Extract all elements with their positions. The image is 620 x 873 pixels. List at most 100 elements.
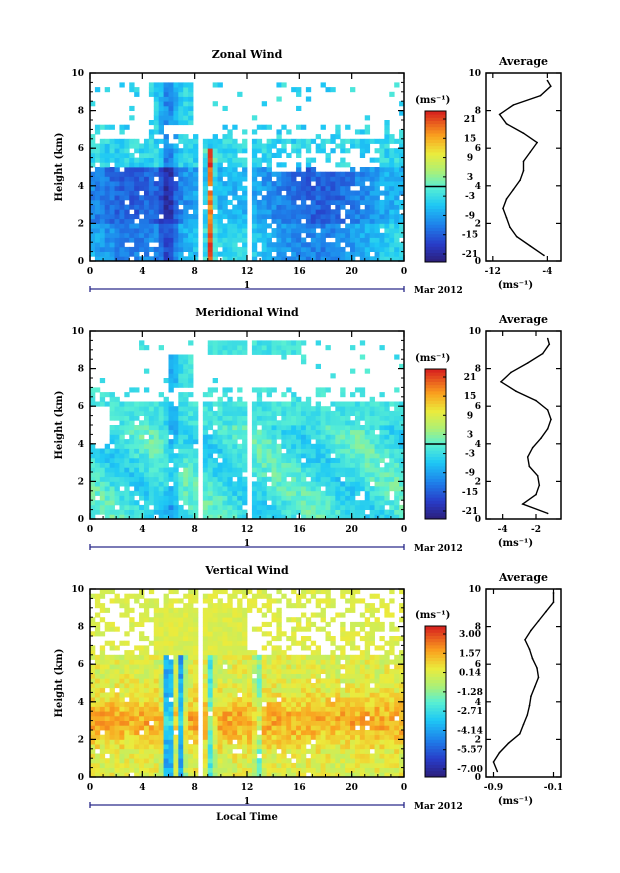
heatmap-cell [330, 472, 336, 478]
heatmap-cell [374, 406, 380, 412]
heatmap-cell [173, 359, 179, 365]
heatmap-cell [276, 204, 282, 210]
heatmap-cell [114, 626, 120, 632]
heatmap-cell [217, 218, 223, 224]
heatmap-cell [222, 744, 228, 750]
heatmap-cell [364, 504, 371, 510]
heatmap-cell [99, 481, 106, 487]
heatmap-cell [315, 467, 321, 473]
heatmap-cell [310, 481, 317, 487]
heatmap-cell [193, 598, 199, 604]
heatmap-cell [188, 354, 194, 360]
heatmap-cell [114, 730, 120, 736]
heatmap-cell [188, 472, 194, 478]
heatmap-cell [104, 467, 111, 473]
heatmap-cell [271, 711, 277, 717]
heatmap-cell [227, 167, 233, 173]
heatmap-cell [94, 687, 101, 693]
heatmap-cell [335, 218, 341, 224]
heatmap-cell [188, 617, 194, 623]
heatmap-cell [124, 767, 130, 773]
heatmap-cell [168, 617, 174, 623]
colorbar-step [425, 369, 446, 373]
heatmap-cell [271, 664, 277, 670]
heatmap-cell [315, 214, 321, 220]
heatmap-cell [325, 152, 331, 158]
heatmap-cell [148, 711, 155, 717]
heatmap-cell [212, 429, 218, 435]
heatmap-cell [188, 678, 194, 684]
heatmap-cell [139, 467, 145, 473]
heatmap-cell [325, 195, 331, 201]
heatmap-cell [134, 678, 140, 684]
heatmap-cell [325, 486, 331, 492]
heatmap-cell [114, 762, 120, 768]
heatmap-cell [134, 481, 140, 487]
heatmap-cell [153, 621, 160, 627]
heatmap-cell [354, 176, 361, 182]
heatmap-cell [369, 214, 375, 220]
heatmap-cell [350, 472, 356, 478]
heatmap-cell [173, 758, 179, 764]
heatmap-cell [134, 223, 140, 229]
heatmap-cell [325, 406, 331, 412]
heatmap-cell [202, 654, 209, 660]
heatmap-cell [300, 448, 307, 454]
heatmap-cell [114, 472, 120, 478]
heatmap-cell [389, 401, 395, 407]
heatmap-cell [325, 453, 331, 459]
heatmap-cell [369, 415, 375, 421]
heatmap-cell [114, 645, 120, 651]
heatmap-cell [305, 195, 312, 201]
heatmap-cell [143, 668, 150, 674]
heatmap-cell [168, 115, 174, 121]
heatmap-cell [163, 462, 169, 468]
heatmap-cell [335, 481, 341, 487]
heatmap-cell [109, 490, 115, 496]
heatmap-cell [325, 495, 331, 501]
heatmap-cell [94, 401, 101, 407]
heatmap-cell [276, 425, 282, 431]
heatmap-cell [350, 486, 356, 492]
heatmap-cell [261, 152, 268, 158]
heatmap-cell [291, 237, 297, 243]
heatmap-cell [188, 631, 194, 637]
heatmap-cell [119, 762, 125, 768]
heatmap-cell [291, 87, 297, 93]
colorbar-step [425, 255, 446, 260]
heatmap-cell [168, 228, 174, 234]
heatmap-cell [139, 218, 145, 224]
heatmap-cell [281, 162, 287, 168]
heatmap-cell [148, 715, 155, 721]
heatmap-cell [168, 429, 174, 435]
heatmap-cell [143, 720, 150, 726]
heatmap-cell [94, 190, 101, 196]
heatmap-cell [222, 171, 228, 177]
heatmap-cell [359, 242, 366, 248]
heatmap-cell [369, 167, 375, 173]
heatmap-cell [394, 190, 400, 196]
heatmap-cell [178, 734, 184, 740]
heatmap-cell [247, 753, 253, 759]
colorbar-step [425, 214, 446, 219]
heatmap-cell [109, 495, 115, 501]
heatmap-cell [300, 462, 307, 468]
heatmap-cell [183, 82, 189, 88]
heatmap-cell [109, 214, 115, 220]
heatmap-cell [114, 209, 120, 215]
heatmap-cell [173, 434, 179, 440]
heatmap-cell [183, 767, 189, 773]
heatmap-cell [143, 715, 150, 721]
heatmap-cell [242, 410, 248, 416]
heatmap-cell [281, 195, 287, 201]
heatmap-cell [163, 645, 169, 651]
heatmap-cell [202, 762, 209, 768]
heatmap-cell [359, 486, 366, 492]
heatmap-cell [399, 157, 405, 163]
average-y-tick-label: 10 [468, 327, 481, 337]
heatmap-cell [379, 481, 385, 487]
heatmap-cell [374, 504, 380, 510]
heatmap-cell [237, 626, 243, 632]
heatmap-cell [143, 683, 150, 689]
heatmap-cell [183, 181, 189, 187]
